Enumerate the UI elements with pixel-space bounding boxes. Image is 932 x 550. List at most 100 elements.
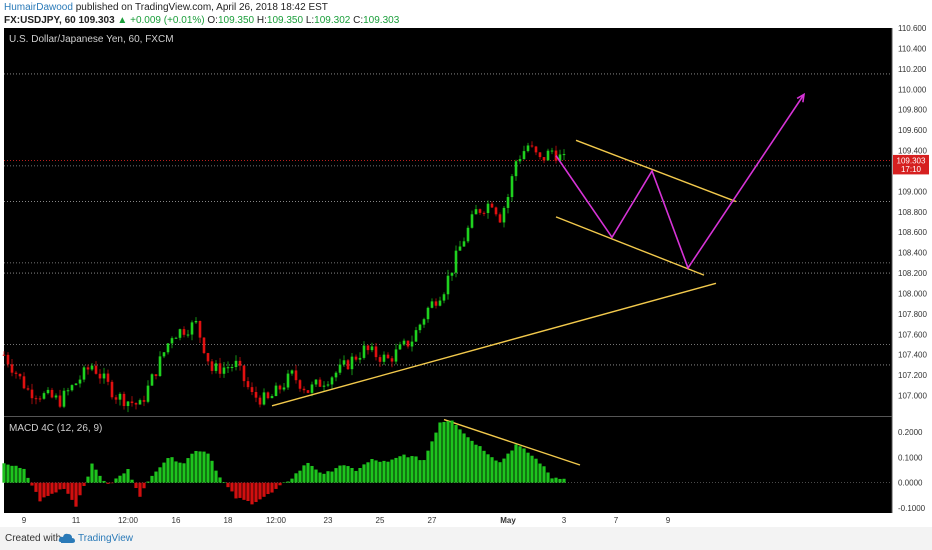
trendline [575, 139, 737, 203]
macd-bar [438, 422, 442, 483]
macd-bar [26, 477, 30, 483]
candle-body [310, 384, 314, 393]
chart-area[interactable]: 110.600 110.400 110.200 110.000 109.800 109.6… [0, 0, 932, 527]
tradingview-brand[interactable]: TradingView [78, 533, 134, 544]
candle-body [154, 374, 158, 377]
candle-body [62, 390, 66, 407]
time-tick-label: 12:00 [118, 516, 139, 525]
macd-bar [198, 451, 202, 483]
candle-body [322, 385, 326, 387]
candle-body [414, 330, 418, 342]
macd-bar [42, 482, 46, 498]
macd-bar [394, 457, 398, 483]
macd-bar [30, 482, 34, 486]
candle-body [38, 398, 42, 400]
candle-body [2, 354, 6, 356]
macd-bar [66, 482, 70, 494]
last-price-label: 109.303 [897, 156, 926, 165]
candle-body [518, 159, 522, 162]
macd-bar [450, 420, 454, 483]
macd-bar [482, 450, 486, 483]
candles [2, 141, 566, 413]
candle-body [114, 397, 118, 400]
publish-info: HumairDawood published on TradingView.co… [4, 2, 328, 13]
candle-body [90, 365, 94, 370]
macd-bar [338, 465, 342, 483]
candle-body [166, 343, 170, 353]
candle-body [450, 272, 454, 276]
candle-body [274, 385, 278, 397]
candle-body [238, 360, 242, 366]
ohlc-o-label: O: [207, 15, 218, 26]
macd-bar [310, 465, 314, 483]
time-axis-background[interactable] [4, 513, 892, 527]
candle-body [474, 209, 478, 215]
candle-body [58, 395, 62, 407]
candle-body [270, 396, 274, 399]
macd-bar [58, 482, 62, 490]
macd-bar [46, 482, 50, 496]
macd-bar [106, 482, 110, 484]
candle-body [102, 373, 106, 379]
candle-body [550, 150, 554, 152]
time-tick-label: 11 [72, 516, 81, 525]
candle-body [546, 150, 550, 161]
macd-histogram [2, 420, 892, 507]
candle-body [534, 146, 538, 153]
candle-body [562, 154, 566, 156]
macd-bar [94, 469, 98, 483]
macd-bar [10, 465, 14, 483]
author-name[interactable]: HumairDawood [4, 2, 73, 13]
macd-bar [86, 476, 90, 483]
macd-bar [270, 482, 274, 493]
candle-body [126, 401, 130, 407]
macd-bar [454, 425, 458, 483]
candle-body [470, 214, 474, 228]
macd-tick-label: 0.2000 [898, 428, 923, 437]
price-change: +0.009 (+0.01%) [130, 15, 205, 26]
candle-body [94, 365, 98, 374]
price-axis-background[interactable] [892, 28, 930, 513]
candle-body [142, 400, 146, 402]
macd-bar [278, 482, 282, 486]
candle-body [302, 388, 306, 391]
projection-path[interactable] [555, 92, 806, 270]
candle-body [530, 145, 534, 147]
macd-bar [290, 478, 294, 483]
macd-bar [2, 463, 6, 483]
macd-bar [322, 473, 326, 483]
macd-bar [230, 482, 234, 492]
candle-body [278, 385, 282, 390]
candle-body [282, 387, 286, 390]
time-tick-label: 3 [562, 516, 567, 525]
trendlines[interactable] [271, 139, 737, 466]
candle-body [30, 389, 34, 399]
macd-bar [282, 482, 286, 484]
macd-trendline [443, 418, 581, 466]
macd-bar [262, 482, 266, 497]
candle-body [446, 275, 450, 295]
candle-body [110, 381, 114, 398]
macd-bar [182, 463, 186, 483]
candle-body [162, 352, 166, 357]
macd-bar [154, 471, 158, 483]
candle-body [458, 246, 462, 251]
candle-body [26, 388, 30, 390]
macd-bar [266, 482, 270, 495]
candle-body [410, 341, 414, 347]
candle-body [234, 360, 238, 368]
candle-body [158, 356, 162, 377]
macd-bar [434, 432, 438, 483]
price-tick-label: 107.600 [898, 330, 927, 339]
macd-bar [474, 444, 478, 483]
time-tick-label: 9 [22, 516, 27, 525]
macd-bar [210, 460, 214, 483]
macd-bar [74, 482, 78, 507]
candle-body [430, 301, 434, 308]
countdown-label: 17:10 [901, 165, 922, 174]
macd-bar [54, 482, 58, 493]
candle-body [426, 307, 430, 320]
candle-body [22, 376, 26, 389]
macd-bar [330, 471, 334, 483]
macd-bar [250, 482, 254, 505]
